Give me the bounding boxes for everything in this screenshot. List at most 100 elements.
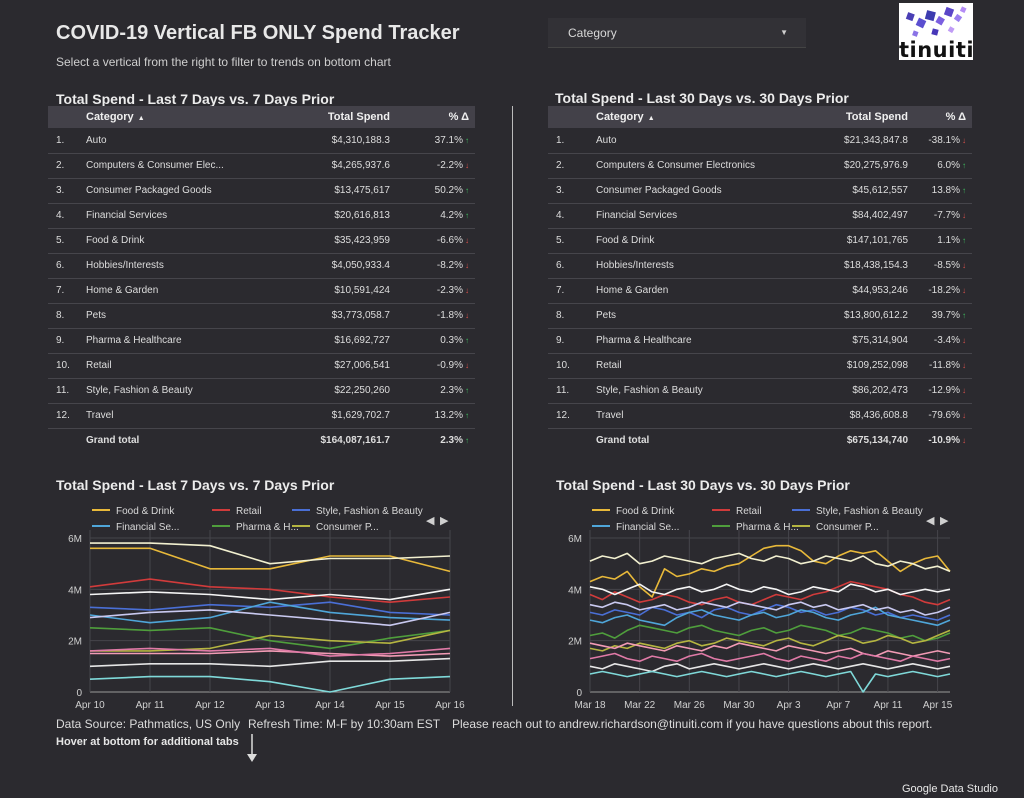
legend-prev-icon[interactable]: ◀ bbox=[426, 514, 435, 527]
table-row[interactable]: 2. Computers & Consumer Elec... $4,265,937… bbox=[48, 153, 475, 179]
table-row[interactable]: 4. Financial Services $20,616,813 4.2% ↑ bbox=[48, 203, 475, 229]
series-line[interactable] bbox=[89, 588, 451, 601]
y-tick-label: 6M bbox=[68, 534, 82, 545]
header-total-spend[interactable]: Total Spend bbox=[296, 106, 390, 128]
pct-value: 4.2% bbox=[440, 210, 463, 221]
table-row[interactable]: 1. Auto $4,310,188.3 37.1% ↑ bbox=[48, 128, 475, 154]
series-line[interactable] bbox=[589, 642, 951, 657]
series-line[interactable] bbox=[89, 627, 451, 650]
series-line[interactable] bbox=[589, 629, 951, 652]
series-line[interactable] bbox=[90, 547, 451, 573]
series-line[interactable] bbox=[589, 583, 951, 596]
series-line[interactable] bbox=[589, 544, 951, 598]
legend-label: Consumer P... bbox=[316, 522, 379, 533]
legend-item[interactable]: Financial Se... bbox=[592, 522, 679, 533]
series-line[interactable] bbox=[589, 606, 951, 627]
row-total-spend: $13,800,612.2 bbox=[796, 303, 908, 329]
row-number: 11. bbox=[548, 378, 596, 404]
table-row[interactable]: 7. Home & Garden $44,953,246 -18.2% ↓ bbox=[548, 278, 972, 304]
series-line[interactable] bbox=[589, 652, 951, 662]
row-total-spend: $4,050,933.4 bbox=[296, 253, 390, 279]
table-row[interactable]: 5. Food & Drink $35,423,959 -6.6% ↓ bbox=[48, 228, 475, 254]
table-row[interactable]: 9. Pharma & Healthcare $75,314,904 -3.4% ↓ bbox=[548, 328, 972, 354]
series-line[interactable] bbox=[90, 629, 451, 652]
row-number: 2. bbox=[548, 153, 596, 179]
logo-mark-icon bbox=[905, 6, 967, 37]
table-row[interactable]: 8. Pets $13,800,612.2 39.7% ↑ bbox=[548, 303, 972, 329]
legend-item[interactable]: Food & Drink bbox=[592, 506, 675, 517]
table-row[interactable]: 10. Retail $27,006,541 -0.9% ↓ bbox=[48, 353, 475, 379]
header-pct-change[interactable]: % Δ bbox=[390, 106, 475, 128]
pct-value: -2.2% bbox=[436, 160, 463, 171]
series-line[interactable] bbox=[89, 657, 451, 668]
table-row[interactable]: 7. Home & Garden $10,591,424 -2.3% ↓ bbox=[48, 278, 475, 304]
pct-value: 37.1% bbox=[434, 134, 463, 146]
series-line[interactable] bbox=[89, 609, 451, 627]
series-line[interactable] bbox=[589, 603, 951, 621]
series-line[interactable] bbox=[89, 647, 451, 657]
header-total-spend[interactable]: Total Spend bbox=[796, 106, 908, 128]
row-category: Retail bbox=[86, 353, 296, 379]
table-row[interactable]: 11. Style, Fashion & Beauty $86,202,473 -12… bbox=[548, 378, 972, 404]
arrow-up-icon: ↑ bbox=[465, 186, 469, 195]
arrow-down-icon: ↓ bbox=[465, 286, 469, 295]
series-line[interactable] bbox=[89, 601, 451, 616]
series-line[interactable] bbox=[589, 601, 951, 616]
series-line[interactable] bbox=[89, 601, 451, 624]
table-row[interactable]: 6. Hobbies/Interests $4,050,933.4 -8.2% ↓ bbox=[48, 253, 475, 279]
header-category[interactable]: Category ▲ bbox=[596, 106, 796, 128]
header-category[interactable]: Category ▲ bbox=[86, 106, 296, 128]
row-number: 6. bbox=[48, 253, 86, 279]
row-pct-change: 37.1% ↑ bbox=[390, 128, 475, 154]
header-num bbox=[548, 106, 596, 128]
series-line[interactable] bbox=[589, 552, 951, 573]
row-pct-change: 4.2% ↑ bbox=[390, 203, 475, 229]
table-row[interactable]: 4. Financial Services $84,402,497 -7.7% ↓ bbox=[548, 203, 972, 229]
pct-value: -6.6% bbox=[436, 235, 463, 246]
legend-item[interactable]: Pharma & H... bbox=[212, 522, 299, 533]
row-category: Computers & Consumer Electronics bbox=[596, 153, 796, 179]
header-pct-change[interactable]: % Δ bbox=[908, 106, 972, 128]
series-line[interactable] bbox=[89, 578, 451, 603]
y-tick-label: 4M bbox=[568, 585, 582, 596]
row-number: 1. bbox=[548, 128, 596, 154]
table-row[interactable]: 2. Computers & Consumer Electronics $20,27… bbox=[548, 153, 972, 179]
legend-item[interactable]: Food & Drink bbox=[92, 506, 175, 517]
table-row[interactable]: 3. Consumer Packaged Goods $13,475,617 50.2… bbox=[48, 178, 475, 204]
row-pct-change: -0.9% ↓ bbox=[390, 353, 475, 379]
series-line[interactable] bbox=[90, 650, 451, 657]
pct-value: 13.2% bbox=[434, 410, 463, 421]
row-pct-change: -3.4% ↓ bbox=[908, 328, 972, 354]
series-line[interactable] bbox=[589, 663, 951, 673]
legend-next-icon[interactable]: ▶ bbox=[440, 514, 449, 527]
table-row[interactable]: 12. Travel $1,629,702.7 13.2% ↑ bbox=[48, 403, 475, 429]
table-row[interactable]: 12. Travel $8,436,608.8 -79.6% ↓ bbox=[548, 403, 972, 429]
legend-prev-icon[interactable]: ◀ bbox=[926, 514, 935, 527]
series-line[interactable] bbox=[89, 675, 451, 693]
legend-item[interactable]: Style, Fashion & Beauty bbox=[292, 506, 423, 517]
legend-item[interactable]: Consumer P... bbox=[292, 522, 379, 533]
legend-item[interactable]: Consumer P... bbox=[792, 522, 879, 533]
table-row[interactable]: 6. Hobbies/Interests $18,438,154.3 -8.5% ↓ bbox=[548, 253, 972, 279]
legend-item[interactable]: Retail bbox=[212, 506, 262, 517]
contact-note: Please reach out to andrew.richardson@ti… bbox=[452, 717, 933, 731]
table-row[interactable]: 3. Consumer Packaged Goods $45,612,557 13.8… bbox=[548, 178, 972, 204]
legend-item[interactable]: Retail bbox=[712, 506, 762, 517]
legend-item[interactable]: Pharma & H... bbox=[712, 522, 799, 533]
table-row[interactable]: 5. Food & Drink $147,101,765 1.1% ↑ bbox=[548, 228, 972, 254]
legend-item[interactable]: Style, Fashion & Beauty bbox=[792, 506, 923, 517]
row-category: Home & Garden bbox=[596, 278, 796, 304]
table-row[interactable]: 8. Pets $3,773,058.7 -1.8% ↓ bbox=[48, 303, 475, 329]
series-line[interactable] bbox=[589, 670, 951, 693]
category-filter-dropdown[interactable]: Category ▼ bbox=[548, 18, 806, 48]
legend-item[interactable]: Financial Se... bbox=[92, 522, 179, 533]
row-category: Pets bbox=[596, 303, 796, 329]
table-row[interactable]: 9. Pharma & Healthcare $16,692,727 0.3% ↑ bbox=[48, 328, 475, 354]
row-pct-change: 2.3% ↑ bbox=[390, 378, 475, 404]
table-row[interactable]: 1. Auto $21,343,847.8 -38.1% ↓ bbox=[548, 128, 972, 154]
series-line[interactable] bbox=[90, 542, 451, 565]
legend-next-icon[interactable]: ▶ bbox=[940, 514, 949, 527]
table-row[interactable]: 10. Retail $109,252,098 -11.8% ↓ bbox=[548, 353, 972, 379]
series-line[interactable] bbox=[589, 624, 951, 642]
table-row[interactable]: 11. Style, Fashion & Beauty $22,250,260 2.3… bbox=[48, 378, 475, 404]
